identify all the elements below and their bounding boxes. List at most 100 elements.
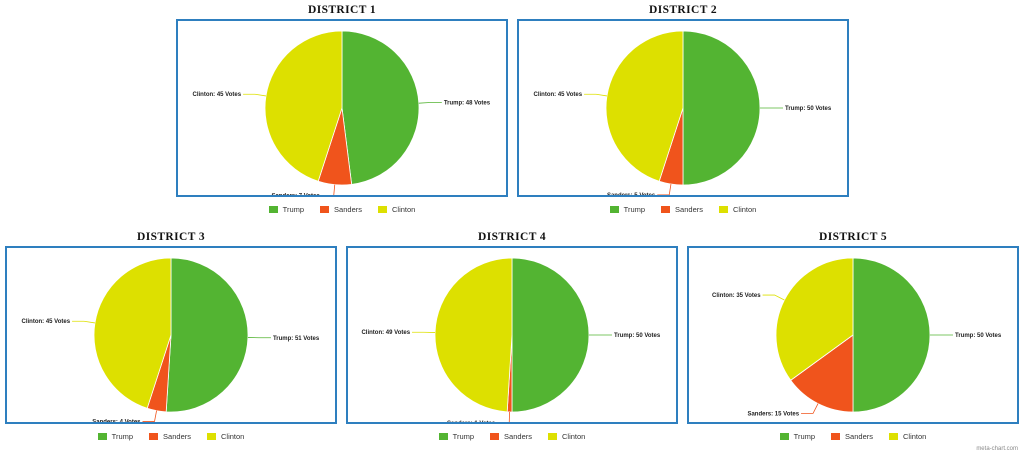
legend-label: Clinton — [732, 205, 757, 214]
legend-label: Trump — [452, 432, 475, 441]
pie-chart: Trump: 51 Votes Sanders: 4 Votes Clinton: … — [22, 257, 320, 422]
legend-swatch-clinton — [888, 433, 898, 440]
district-5-panel: DISTRICT 5 Trump: 50 Votes Sanders: 15 Vo… — [687, 231, 1019, 446]
legend-label: Clinton — [391, 205, 416, 214]
legend: Trump Sanders Clinton — [5, 432, 337, 441]
legend-swatch-sanders — [831, 433, 841, 440]
watermark: meta-chart.com — [976, 446, 1018, 452]
pie-slice-trump[interactable] — [165, 257, 249, 413]
district-1-panel: DISTRICT 1 Trump: 48 Votes Sanders: 7 Vot… — [176, 4, 508, 219]
slice-label-clinton: Clinton: 35 Votes — [712, 293, 761, 299]
slice-label-sanders: Sanders: 5 Votes — [607, 193, 656, 195]
pie-slice-trump[interactable] — [852, 257, 931, 413]
legend-item-trump[interactable]: Trump — [268, 205, 305, 214]
legend-label: Sanders — [504, 432, 532, 441]
legend-swatch-trump — [97, 433, 107, 440]
legend-label: Sanders — [675, 205, 703, 214]
legend-label: Sanders — [163, 432, 191, 441]
legend-item-sanders[interactable]: Sanders — [149, 432, 191, 441]
legend-item-trump[interactable]: Trump — [609, 205, 646, 214]
leader-line-sanders — [333, 184, 336, 195]
leader-line-clinton — [243, 93, 267, 97]
slice-label-sanders: Sanders: 1 Votes — [447, 421, 496, 422]
legend-label: Trump — [111, 432, 134, 441]
pie-slice-clinton[interactable] — [93, 257, 172, 409]
legend-item-clinton[interactable]: Clinton — [206, 432, 244, 441]
legend-swatch-sanders — [149, 433, 159, 440]
legend-label: Trump — [282, 205, 305, 214]
legend-label: Sanders — [334, 205, 362, 214]
chart-title: DISTRICT 3 — [136, 231, 206, 243]
legend-label: Sanders — [845, 432, 873, 441]
legend-swatch-trump — [609, 206, 619, 213]
leader-line-sanders — [142, 410, 157, 422]
legend-item-clinton[interactable]: Clinton — [888, 432, 927, 441]
legend-label: Trump — [623, 205, 646, 214]
legend-item-trump[interactable]: Trump — [779, 432, 816, 441]
legend-item-trump[interactable]: Trump — [438, 432, 475, 441]
slice-label-clinton: Clinton: 49 Votes — [361, 330, 410, 336]
district-2-panel: DISTRICT 2 Trump: 50 Votes Sanders: 5 Vot… — [517, 4, 849, 219]
slice-label-clinton: Clinton: 45 Votes — [22, 319, 71, 325]
chart-title: DISTRICT 2 — [648, 4, 718, 16]
slice-label-sanders: Sanders: 7 Votes — [271, 194, 320, 195]
pie-slice-trump[interactable] — [511, 257, 590, 413]
chart-frame: Trump: 48 Votes Sanders: 7 Votes Clinton: … — [176, 19, 508, 197]
leader-line-sanders — [801, 403, 819, 414]
leader-line-sanders — [508, 411, 510, 422]
legend-item-clinton[interactable]: Clinton — [377, 205, 416, 214]
legend-swatch-trump — [438, 433, 448, 440]
legend-swatch-trump — [268, 206, 278, 213]
chart-frame: Trump: 50 Votes Sanders: 1 Votes Clinton: … — [346, 246, 678, 424]
legend-item-clinton[interactable]: Clinton — [718, 205, 757, 214]
pie-slice-trump[interactable] — [341, 30, 420, 185]
legend: Trump Sanders Clinton — [517, 205, 849, 214]
pie-slice-clinton[interactable] — [264, 30, 343, 182]
slice-label-trump: Trump: 51 Votes — [273, 336, 320, 342]
chart-frame: Trump: 50 Votes Sanders: 5 Votes Clinton: … — [517, 19, 849, 197]
pie-chart: Trump: 50 Votes Sanders: 1 Votes Clinton: … — [361, 257, 661, 422]
slice-label-trump: Trump: 50 Votes — [785, 106, 832, 112]
legend-swatch-clinton — [718, 206, 728, 213]
legend: Trump Sanders Clinton — [176, 205, 508, 214]
legend-item-sanders[interactable]: Sanders — [490, 432, 532, 441]
legend: Trump Sanders Clinton — [346, 432, 678, 441]
chart-title: DISTRICT 4 — [477, 231, 547, 243]
legend-swatch-clinton — [206, 433, 216, 440]
chart-frame: Trump: 51 Votes Sanders: 4 Votes Clinton: … — [5, 246, 337, 424]
chart-title: DISTRICT 5 — [818, 231, 888, 243]
chart-title: DISTRICT 1 — [307, 4, 377, 16]
pie-slice-clinton[interactable] — [434, 257, 513, 413]
district-3-panel: DISTRICT 3 Trump: 51 Votes Sanders: 4 Vot… — [5, 231, 337, 446]
chart-frame: Trump: 50 Votes Sanders: 15 Votes Clinton:… — [687, 246, 1019, 424]
slice-label-trump: Trump: 48 Votes — [444, 100, 491, 106]
legend-item-sanders[interactable]: Sanders — [831, 432, 873, 441]
slice-label-trump: Trump: 50 Votes — [614, 333, 661, 339]
leader-line-clinton — [762, 294, 785, 301]
legend-label: Clinton — [902, 432, 927, 441]
legend-label: Trump — [793, 432, 816, 441]
district-4-panel: DISTRICT 4 Trump: 50 Votes Sanders: 1 Vot… — [346, 231, 678, 446]
slice-label-trump: Trump: 50 Votes — [955, 333, 1002, 339]
legend-label: Clinton — [561, 432, 586, 441]
legend-swatch-sanders — [490, 433, 500, 440]
pie-slice-sanders[interactable] — [790, 334, 854, 413]
leader-line-clinton — [72, 320, 96, 324]
pie-chart: Trump: 50 Votes Sanders: 15 Votes Clinton:… — [712, 257, 1002, 417]
legend-item-trump[interactable]: Trump — [97, 432, 134, 441]
pie-slice-clinton[interactable] — [605, 30, 684, 182]
leader-line-trump — [418, 102, 442, 104]
pie-chart: Trump: 50 Votes Sanders: 5 Votes Clinton: … — [534, 30, 832, 195]
legend-swatch-trump — [779, 433, 789, 440]
leader-line-sanders — [657, 183, 672, 195]
legend-swatch-sanders — [661, 206, 671, 213]
legend-item-sanders[interactable]: Sanders — [320, 205, 362, 214]
leader-line-clinton — [584, 93, 608, 97]
slice-label-sanders: Sanders: 15 Votes — [747, 411, 799, 417]
legend-swatch-sanders — [320, 206, 330, 213]
legend-item-sanders[interactable]: Sanders — [661, 205, 703, 214]
pie-slice-clinton[interactable] — [775, 257, 854, 381]
slice-label-clinton: Clinton: 45 Votes — [193, 92, 242, 98]
pie-slice-trump[interactable] — [682, 30, 761, 186]
legend-item-clinton[interactable]: Clinton — [547, 432, 586, 441]
